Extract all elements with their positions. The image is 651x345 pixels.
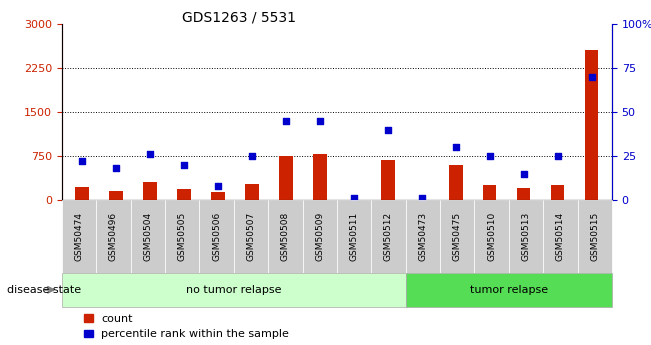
Bar bbox=[109, 191, 123, 200]
Bar bbox=[381, 160, 395, 200]
Bar bbox=[551, 185, 564, 200]
Bar bbox=[177, 189, 191, 200]
Text: GSM50514: GSM50514 bbox=[556, 212, 565, 261]
Text: tumor relapse: tumor relapse bbox=[470, 285, 548, 295]
Text: GSM50507: GSM50507 bbox=[247, 212, 255, 261]
Point bbox=[553, 153, 563, 159]
Text: GSM50512: GSM50512 bbox=[384, 212, 393, 261]
Text: GSM50506: GSM50506 bbox=[212, 212, 221, 261]
Text: GSM50508: GSM50508 bbox=[281, 212, 290, 261]
Point bbox=[213, 183, 223, 189]
Point bbox=[417, 196, 427, 201]
Text: GSM50473: GSM50473 bbox=[419, 212, 427, 261]
Bar bbox=[483, 185, 497, 200]
Point bbox=[349, 196, 359, 201]
Text: GSM50474: GSM50474 bbox=[74, 212, 83, 261]
Point bbox=[484, 153, 495, 159]
Text: GDS1263 / 5531: GDS1263 / 5531 bbox=[182, 10, 296, 24]
Point bbox=[145, 151, 156, 157]
Point bbox=[247, 153, 257, 159]
Text: GSM50513: GSM50513 bbox=[521, 212, 531, 261]
Bar bbox=[279, 156, 293, 200]
Bar bbox=[76, 187, 89, 200]
Text: GSM50509: GSM50509 bbox=[315, 212, 324, 261]
Bar bbox=[313, 154, 327, 200]
Text: GSM50505: GSM50505 bbox=[178, 212, 187, 261]
Point bbox=[450, 145, 461, 150]
Text: GSM50510: GSM50510 bbox=[487, 212, 496, 261]
Bar bbox=[517, 188, 531, 200]
Point bbox=[518, 171, 529, 177]
Point bbox=[111, 166, 121, 171]
Point bbox=[281, 118, 291, 124]
Text: GSM50515: GSM50515 bbox=[590, 212, 600, 261]
Text: GSM50475: GSM50475 bbox=[452, 212, 462, 261]
Bar bbox=[245, 184, 259, 200]
Legend: count, percentile rank within the sample: count, percentile rank within the sample bbox=[84, 314, 289, 339]
Point bbox=[314, 118, 325, 124]
Point bbox=[383, 127, 393, 132]
Bar bbox=[449, 166, 462, 200]
Bar bbox=[143, 182, 157, 200]
Text: GSM50511: GSM50511 bbox=[350, 212, 359, 261]
Text: disease state: disease state bbox=[7, 285, 81, 295]
Text: no tumor relapse: no tumor relapse bbox=[186, 285, 281, 295]
Point bbox=[179, 162, 189, 168]
Bar bbox=[585, 50, 598, 200]
Bar bbox=[212, 193, 225, 200]
Text: GSM50496: GSM50496 bbox=[109, 212, 118, 261]
Point bbox=[77, 159, 87, 164]
Text: GSM50504: GSM50504 bbox=[143, 212, 152, 261]
Point bbox=[587, 74, 597, 80]
